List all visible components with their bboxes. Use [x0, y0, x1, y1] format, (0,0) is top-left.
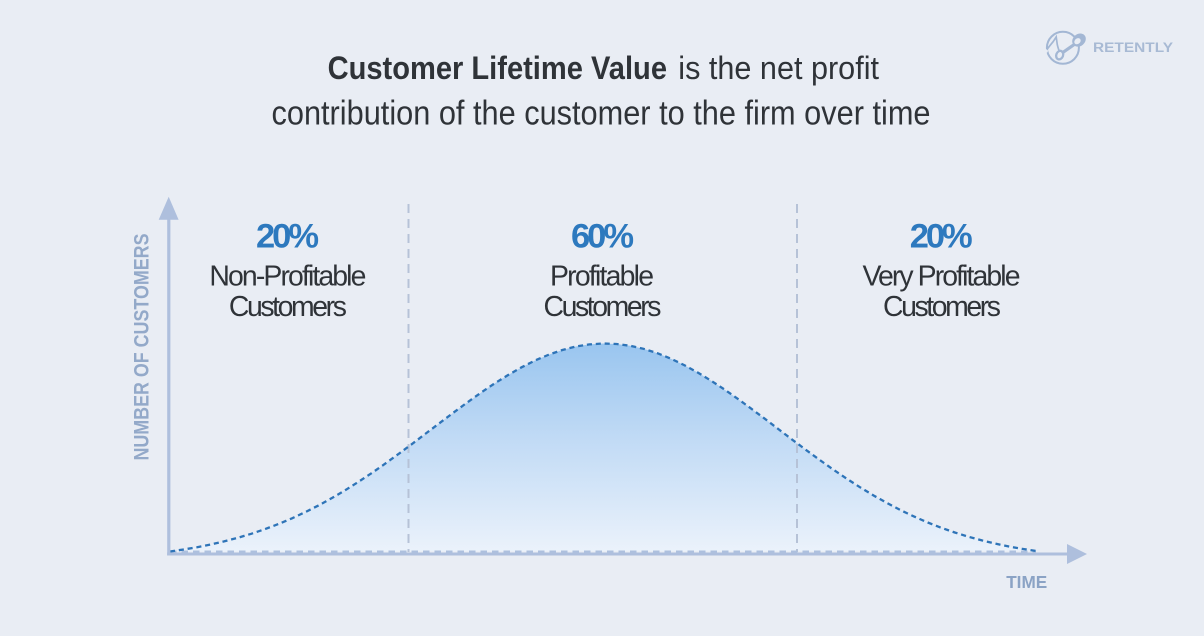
svg-text:Profitable: Profitable [550, 261, 654, 293]
svg-text:Non-Profitable: Non-Profitable [209, 261, 366, 293]
svg-text:NUMBER OF CUSTOMERS: NUMBER OF CUSTOMERS [130, 234, 153, 461]
svg-text:60%: 60% [571, 217, 634, 255]
svg-text:Customers: Customers [229, 291, 347, 323]
svg-text:Customers: Customers [883, 291, 1001, 323]
svg-text:20%: 20% [910, 217, 973, 255]
svg-text:Customer Lifetime Value: Customer Lifetime Value [328, 50, 667, 86]
svg-text:contribution of the customer t: contribution of the customer to the firm… [272, 94, 931, 132]
svg-text:Customers: Customers [544, 291, 662, 323]
svg-text:TIME: TIME [1006, 572, 1047, 592]
svg-text:RETENTLY: RETENTLY [1093, 39, 1174, 55]
svg-text:20%: 20% [256, 217, 319, 255]
svg-text:Very Profitable: Very Profitable [863, 261, 1021, 293]
svg-text:is the net profit: is the net profit [678, 50, 879, 86]
